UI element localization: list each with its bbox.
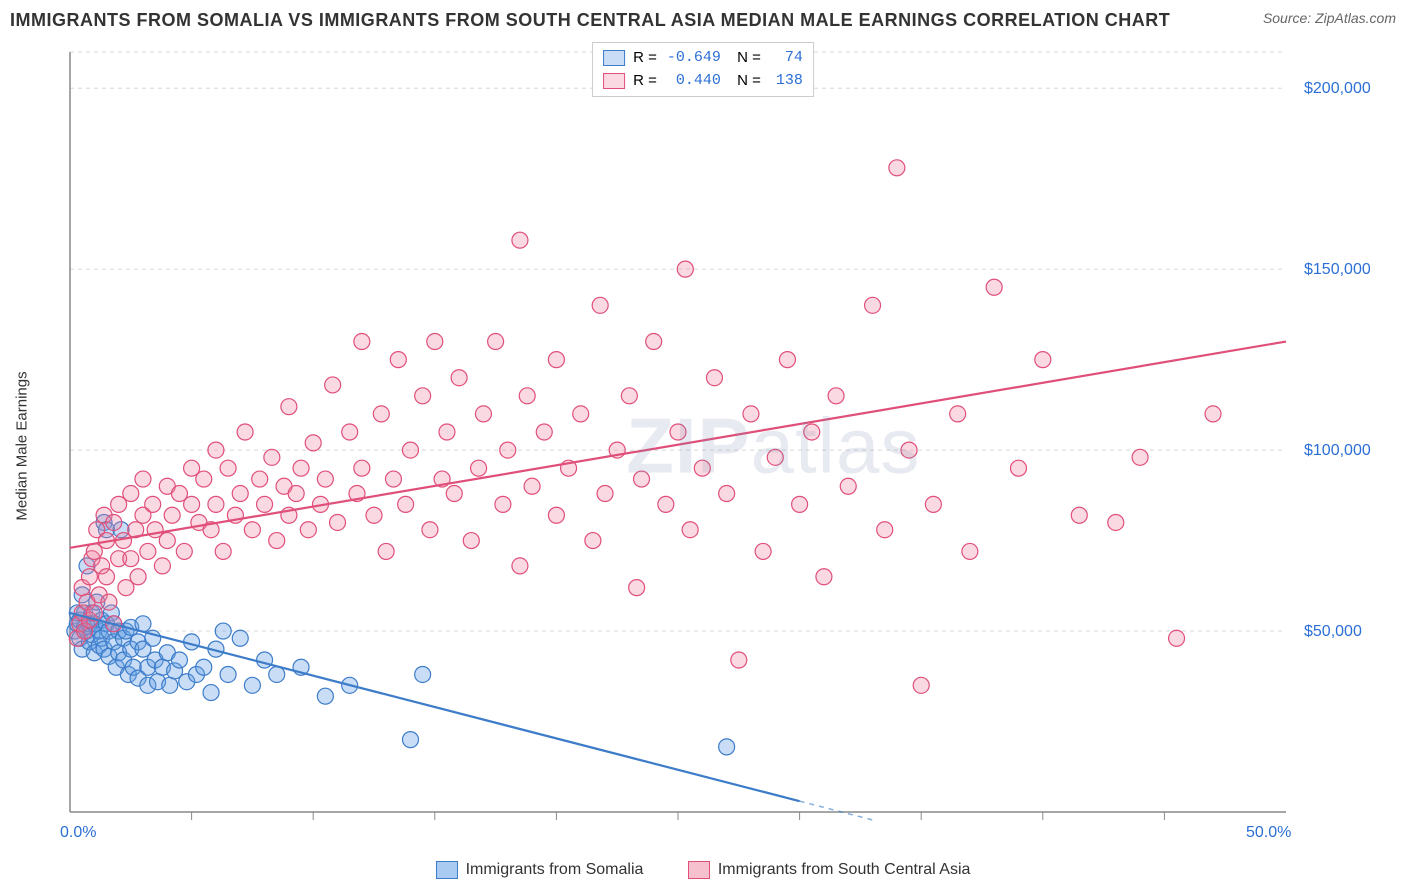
svg-text:$150,000: $150,000 — [1304, 261, 1371, 278]
r-value-scasia: 0.440 — [665, 70, 721, 93]
n-value-scasia: 138 — [769, 70, 803, 93]
chart-area: $50,000 $100,000 $150,000 $200,000 — [60, 42, 1376, 842]
chart-title: IMMIGRANTS FROM SOMALIA VS IMMIGRANTS FR… — [10, 10, 1170, 31]
y-axis-label: Median Male Earnings — [14, 371, 31, 520]
svg-text:$100,000: $100,000 — [1304, 442, 1371, 459]
legend-item-scasia: Immigrants from South Central Asia — [688, 861, 971, 879]
source-credit: Source: ZipAtlas.com — [1263, 10, 1396, 26]
swatch-scasia — [603, 73, 625, 89]
legend-label-scasia: Immigrants from South Central Asia — [718, 861, 971, 879]
series-legend: Immigrants from Somalia Immigrants from … — [0, 861, 1406, 884]
svg-text:$200,000: $200,000 — [1304, 80, 1371, 97]
legend-item-somalia: Immigrants from Somalia — [436, 861, 644, 879]
legend-swatch-somalia — [436, 861, 458, 879]
r-value-somalia: -0.649 — [665, 47, 721, 70]
x-min-label: 0.0% — [60, 824, 96, 842]
legend-row-scasia: R = 0.440 N = 138 — [603, 70, 803, 93]
legend-row-somalia: R = -0.649 N = 74 — [603, 47, 803, 70]
scatter-chart-svg: $50,000 $100,000 $150,000 $200,000 — [60, 42, 1376, 842]
x-max-label: 50.0% — [1246, 824, 1291, 842]
correlation-legend: R = -0.649 N = 74 R = 0.440 N = 138 — [592, 42, 814, 97]
legend-swatch-scasia — [688, 861, 710, 879]
svg-text:$50,000: $50,000 — [1304, 623, 1362, 640]
n-value-somalia: 74 — [769, 47, 803, 70]
chart-header: IMMIGRANTS FROM SOMALIA VS IMMIGRANTS FR… — [10, 10, 1396, 31]
legend-label-somalia: Immigrants from Somalia — [466, 861, 644, 879]
swatch-somalia — [603, 50, 625, 66]
